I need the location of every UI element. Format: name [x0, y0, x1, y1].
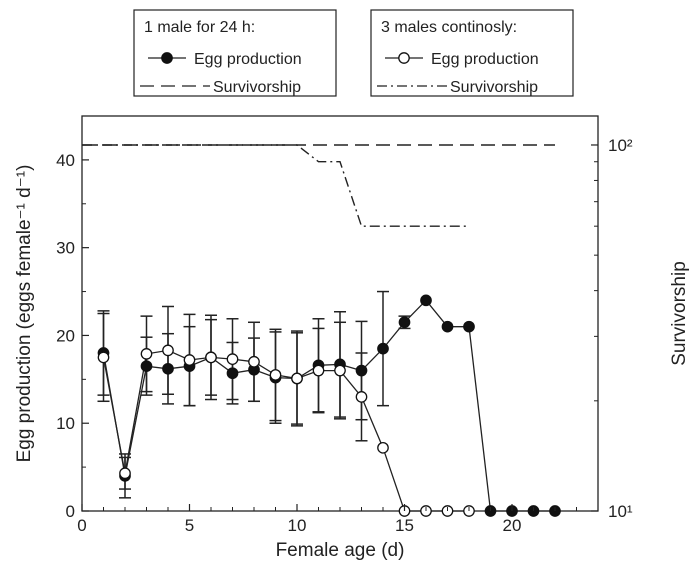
y-left-tick-label: 40: [56, 151, 75, 170]
survivorship-layer: [82, 144, 555, 227]
x-tick-label: 0: [77, 516, 86, 535]
x-tick-label: 15: [395, 516, 414, 535]
y-right-axis-label: Survivorship: [669, 261, 690, 366]
legend-layer: 1 male for 24 h: Egg production Survivorsh…: [133, 9, 574, 97]
y-left-tick-label: 20: [56, 326, 75, 345]
egg-point-open: [162, 344, 174, 357]
legend-marker: [161, 52, 173, 64]
egg-point-filled: [355, 364, 368, 377]
egg-point-filled: [463, 320, 475, 333]
egg-line-open: [102, 349, 469, 512]
legend-title: 3 males continosly:: [381, 19, 517, 36]
egg-point-open: [334, 364, 346, 377]
egg-point-open: [269, 369, 282, 381]
y-left-axis-label: Egg production (eggs female⁻¹ d⁻¹): [14, 165, 35, 463]
egg-point-filled: [162, 362, 174, 375]
egg-point-open: [355, 391, 368, 403]
egg-point-filled: [441, 320, 454, 333]
egg-point-filled: [226, 367, 239, 380]
egg-point-open: [248, 355, 260, 368]
egg-point-filled: [140, 360, 153, 373]
axis-layer: 0 5 10 15 20 0 10 20 30 40 10¹ 10² Female age (d) Egg…: [14, 136, 690, 561]
egg-point-open: [377, 441, 389, 454]
egg-point-open: [140, 348, 153, 360]
y-right-tick-label: 10²: [608, 136, 633, 155]
marker-layer: [97, 294, 561, 517]
egg-point-filled: [420, 294, 432, 307]
egg-line-filled: [102, 299, 555, 512]
egg-point-filled: [398, 316, 411, 329]
egg-point-open: [291, 372, 303, 385]
egg-point-open: [205, 351, 217, 364]
egg-point-open: [183, 354, 196, 366]
legend-label: Egg production: [431, 51, 539, 68]
x-tick-label: 20: [503, 516, 522, 535]
x-tick-label: 5: [185, 516, 194, 535]
egg-point-filled: [377, 342, 389, 355]
egg-point-open: [312, 364, 325, 377]
egg-point-open: [97, 351, 110, 364]
survivorship-line-dash-dot: [82, 144, 469, 227]
egg-point-open: [119, 467, 131, 480]
y-right-tick-label: 10¹: [608, 502, 633, 521]
y-left-tick-label: 0: [66, 502, 75, 521]
legend-label: Survivorship: [450, 79, 538, 96]
y-left-tick-label: 30: [56, 239, 75, 258]
x-axis-label: Female age (d): [276, 540, 405, 561]
y-left-tick-label: 10: [56, 414, 75, 433]
legend-title: 1 male for 24 h:: [144, 19, 255, 36]
x-tick-label: 10: [288, 516, 307, 535]
egg-point-open: [226, 353, 239, 365]
line-layer: [102, 299, 555, 512]
legend-label: Egg production: [194, 51, 302, 68]
legend-marker: [398, 52, 410, 64]
legend-label: Survivorship: [213, 79, 301, 96]
